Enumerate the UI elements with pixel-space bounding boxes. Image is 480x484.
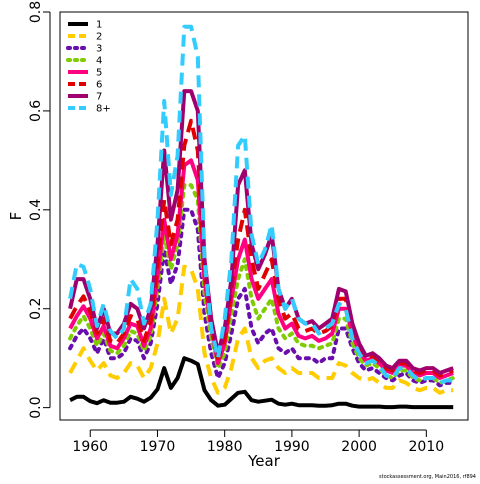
x-tick-label: 1970 <box>140 439 176 455</box>
x-tick-label: 2000 <box>341 439 377 455</box>
legend-label: 8+ <box>96 104 111 115</box>
series-line-5 <box>68 158 454 380</box>
legend-label: 1 <box>96 20 102 31</box>
y-axis: 0.0 0.2 0.4 0.6 0.8 <box>28 1 51 419</box>
legend-label: 4 <box>96 56 102 67</box>
x-tick-label: 2010 <box>409 439 445 455</box>
y-tick-label: 0.4 <box>28 199 44 221</box>
series-line-8plus <box>68 24 454 385</box>
series-line-7 <box>68 89 454 375</box>
series-layer <box>68 24 456 410</box>
x-tick-label: 1990 <box>274 439 310 455</box>
x-axis-title: Year <box>247 452 281 470</box>
series-line-3 <box>68 207 456 388</box>
y-tick-label: 0.6 <box>28 100 44 122</box>
credit-text: stockassessment.org, Main2016, rf894 <box>379 474 476 480</box>
x-axis: 1960 1970 1980 1990 2000 2010 <box>72 429 445 455</box>
y-tick-label: 0.0 <box>28 397 44 419</box>
plot-area-frame <box>59 11 469 421</box>
legend-label: 5 <box>96 68 102 79</box>
legend-label: 2 <box>96 32 102 43</box>
legend-label: 7 <box>96 92 102 103</box>
y-tick-label: 0.2 <box>28 298 44 320</box>
legend-label: 6 <box>96 80 102 91</box>
series-line-1 <box>69 356 454 410</box>
series-line-6 <box>68 118 454 378</box>
series-line-4 <box>68 183 456 385</box>
x-tick-label: 1980 <box>207 439 243 455</box>
legend-label: 3 <box>96 44 102 55</box>
series-line-2 <box>68 264 454 395</box>
y-axis-title: F <box>7 212 25 221</box>
x-tick-label: 1960 <box>72 439 108 455</box>
y-tick-label: 0.8 <box>28 1 44 23</box>
